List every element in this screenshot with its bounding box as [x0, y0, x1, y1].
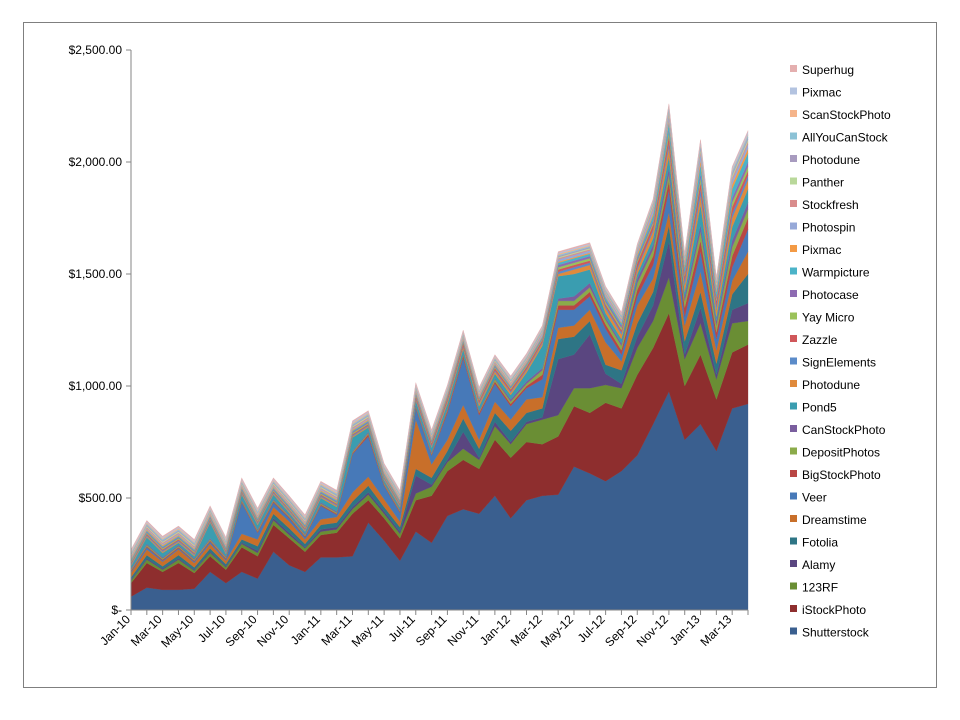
- legend-label: Superhug: [802, 63, 854, 77]
- y-tick-label: $2,000.00: [69, 155, 123, 169]
- x-tick-label: Nov-11: [445, 612, 482, 649]
- legend-label: Yay Micro: [802, 311, 855, 325]
- y-tick-label: $-: [111, 603, 122, 617]
- legend-swatch: [790, 222, 797, 230]
- legend-swatch: [790, 312, 797, 320]
- legend-label: ScanStockPhoto: [802, 108, 891, 122]
- legend-swatch: [790, 290, 797, 297]
- x-tick-label: Jan-10: [97, 612, 133, 648]
- legend-swatch: [790, 492, 797, 500]
- x-tick-label: Mar-11: [318, 612, 354, 648]
- x-tick-label: Nov-12: [634, 612, 671, 649]
- legend-label: Warmpicture: [802, 266, 870, 280]
- legend-swatch: [790, 605, 797, 612]
- legend-label: SignElements: [802, 356, 876, 370]
- x-tick-label: May-12: [538, 612, 576, 650]
- y-tick-label: $1,500.00: [69, 267, 123, 281]
- x-tick-label: Nov-10: [254, 612, 291, 649]
- legend-label: Panther: [802, 176, 844, 190]
- legend-swatch: [790, 87, 797, 95]
- legend-swatch: [790, 470, 797, 477]
- x-tick-label: Jan-12: [477, 612, 513, 648]
- x-tick-label: Mar-12: [508, 612, 545, 649]
- legend-label: Photocase: [802, 288, 859, 302]
- legend-swatch: [790, 357, 797, 365]
- x-tick-label: May-10: [158, 612, 196, 650]
- x-tick-label: Sep-11: [413, 612, 450, 649]
- legend-swatch: [790, 132, 797, 140]
- legend-swatch: [790, 627, 797, 635]
- legend-swatch: [790, 515, 797, 522]
- legend-label: Photodune: [802, 378, 860, 392]
- y-tick-label: $2,500.00: [69, 43, 123, 57]
- legend-swatch: [790, 65, 797, 72]
- chart-frame: [23, 22, 937, 688]
- x-tick-label: Sep-10: [222, 612, 259, 649]
- legend-swatch: [790, 110, 797, 117]
- y-tick-label: $500.00: [79, 491, 123, 505]
- legend-swatch: [790, 155, 797, 162]
- legend-swatch: [790, 537, 797, 545]
- legend-swatch: [790, 582, 797, 590]
- legend: Superhug Pixmac ScanStockPhoto AllYouCanSto…: [790, 63, 891, 640]
- legend-label: Photodune: [802, 153, 860, 167]
- x-tick-label: Mar-13: [698, 612, 735, 649]
- legend-label: Veer: [802, 491, 827, 505]
- legend-label: Photospin: [802, 221, 855, 235]
- legend-swatch: [790, 335, 797, 342]
- legend-swatch: [790, 267, 797, 275]
- legend-label: Pixmac: [802, 243, 841, 257]
- legend-swatch: [790, 447, 797, 455]
- legend-label: Pond5: [802, 401, 837, 415]
- legend-label: Zazzle: [802, 333, 838, 347]
- legend-label: Pixmac: [802, 86, 841, 100]
- legend-swatch: [790, 425, 797, 432]
- x-tick-label: May-11: [349, 612, 387, 650]
- legend-swatch: [790, 402, 797, 410]
- x-tick-label: Jan-13: [667, 612, 703, 648]
- legend-label: Stockfresh: [802, 198, 859, 212]
- legend-label: 123RF: [802, 581, 838, 595]
- x-tick-label: Sep-12: [602, 612, 639, 649]
- legend-label: Shutterstock: [802, 626, 870, 640]
- legend-label: Fotolia: [802, 536, 838, 550]
- legend-label: iStockPhoto: [802, 603, 866, 617]
- x-tick-label: Jan-11: [288, 612, 323, 647]
- legend-swatch: [790, 560, 797, 567]
- legend-label: CanStockPhoto: [802, 423, 886, 437]
- legend-label: BigStockPhoto: [802, 468, 881, 482]
- legend-swatch: [790, 245, 797, 252]
- legend-label: DepositPhotos: [802, 446, 880, 460]
- legend-label: Alamy: [802, 558, 835, 572]
- legend-label: Dreamstime: [802, 513, 867, 527]
- legend-swatch: [790, 177, 797, 185]
- legend-label: AllYouCanStock: [802, 131, 889, 145]
- legend-swatch: [790, 200, 797, 207]
- x-tick-label: Mar-10: [128, 612, 165, 649]
- y-tick-label: $1,000.00: [69, 379, 123, 393]
- area-series-group: [130, 103, 749, 611]
- legend-swatch: [790, 380, 797, 387]
- area-series-superhug-25: [130, 103, 749, 551]
